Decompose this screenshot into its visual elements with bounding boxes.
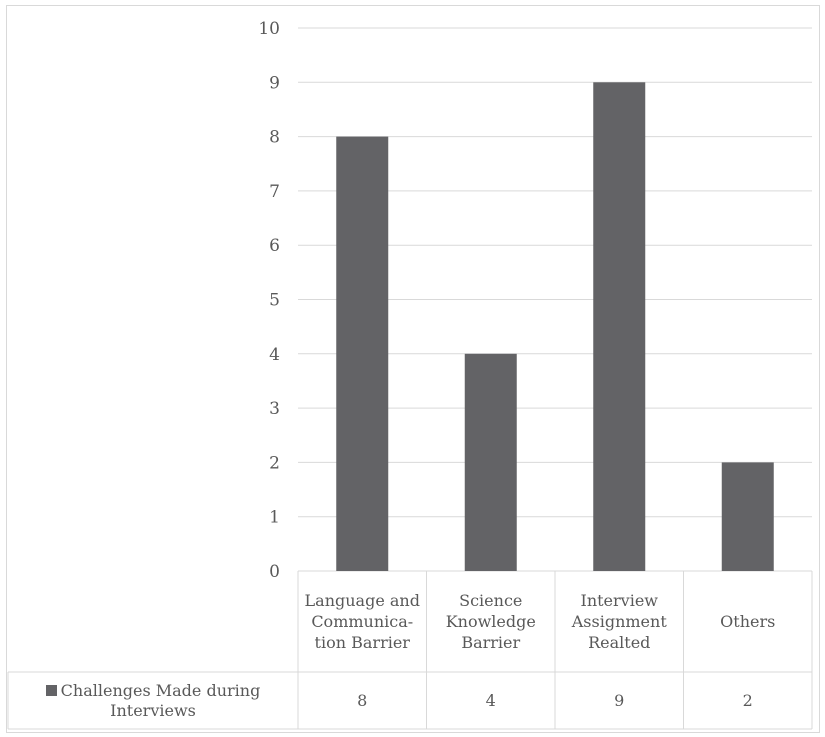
data-table-value: 4 xyxy=(485,691,496,710)
data-table-value: 2 xyxy=(742,691,753,710)
bar xyxy=(336,136,389,571)
chart-frame xyxy=(6,5,820,733)
y-tick-label: 7 xyxy=(269,182,280,202)
y-tick-label: 4 xyxy=(269,345,280,365)
category-label: Language and Communica- tion Barrier xyxy=(304,590,420,652)
bar xyxy=(593,82,646,572)
y-tick-label: 8 xyxy=(269,128,280,148)
y-tick-label: 6 xyxy=(269,236,280,256)
category-label: Others xyxy=(720,611,776,631)
data-table-value: 8 xyxy=(357,691,368,710)
category-label: Science Knowledge Barrier xyxy=(445,590,536,652)
bar xyxy=(721,462,774,571)
y-tick-label: 3 xyxy=(269,399,280,419)
legend-swatch xyxy=(45,684,57,696)
y-tick-label: 2 xyxy=(269,453,280,473)
y-tick-label: 5 xyxy=(269,291,280,311)
data-table-series-header: Challenges Made during Interviews xyxy=(8,672,298,729)
bar xyxy=(464,353,517,571)
category-label: Interview Assignment Realted xyxy=(571,590,667,652)
y-tick-label: 10 xyxy=(258,19,280,39)
y-tick-label: 9 xyxy=(269,73,280,93)
y-tick-label: 0 xyxy=(269,562,280,582)
y-tick-label: 1 xyxy=(269,508,280,528)
y-axis-ticks: 0 1 2 3 4 5 6 7 8 9 10 xyxy=(258,19,280,582)
series-name: Challenges Made during Interviews xyxy=(60,680,261,720)
bars xyxy=(336,82,774,572)
data-table-value: 9 xyxy=(614,691,625,710)
